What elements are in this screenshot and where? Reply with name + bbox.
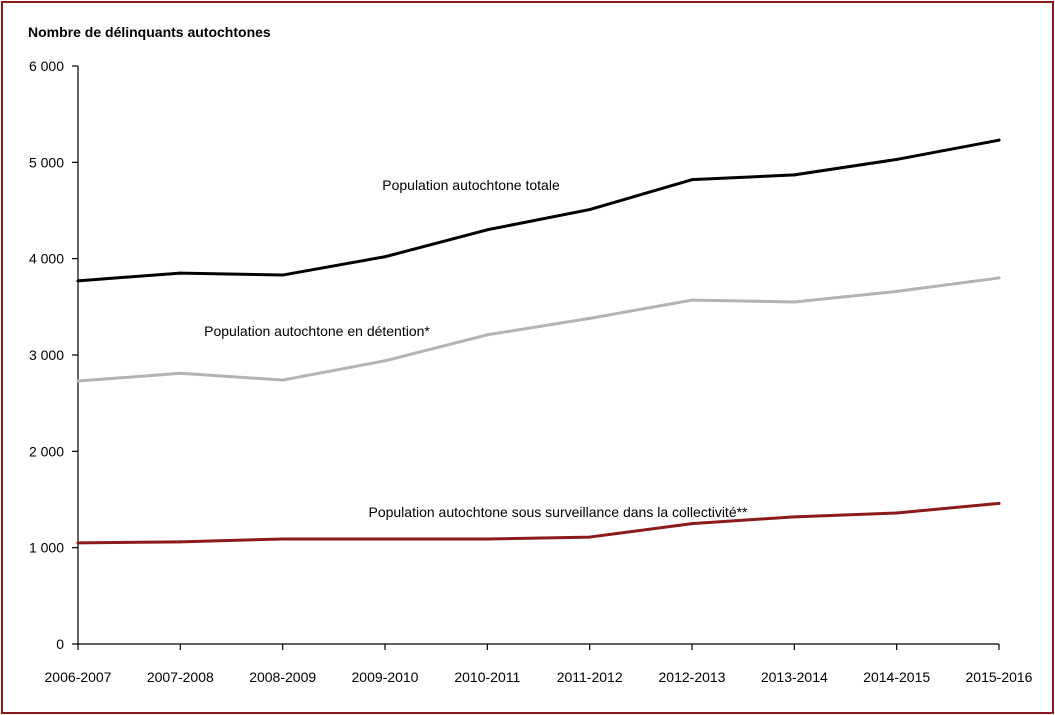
x-tick-label: 2009-2010 — [352, 669, 419, 685]
x-tick-label: 2008-2009 — [249, 669, 316, 685]
series-line-1 — [76, 276, 1001, 383]
data-point — [588, 316, 592, 320]
y-tick-label: 5 000 — [29, 154, 64, 170]
x-tick-label: 2015-2016 — [966, 669, 1033, 685]
series-label: Population autochtone en détention* — [204, 323, 430, 339]
x-tick-label: 2012-2013 — [659, 669, 726, 685]
y-tick-label: 4 000 — [29, 251, 64, 267]
data-point — [690, 522, 694, 526]
data-point — [485, 228, 489, 232]
data-point — [588, 535, 592, 539]
data-point — [383, 359, 387, 363]
x-tick-label: 2011-2012 — [557, 669, 623, 685]
x-tick-label: 2013-2014 — [761, 669, 828, 685]
y-axis-title: Nombre de délinquants autochtones — [28, 24, 271, 40]
data-point — [281, 537, 285, 541]
y-tick-label: 2 000 — [29, 443, 64, 459]
data-point — [485, 537, 489, 541]
data-point — [588, 208, 592, 212]
data-point — [792, 173, 796, 177]
data-point — [178, 271, 182, 275]
data-point — [76, 541, 80, 545]
x-tick-label: 2014-2015 — [863, 669, 930, 685]
data-point — [895, 289, 899, 293]
series-line-2 — [76, 501, 1001, 545]
data-point — [895, 157, 899, 161]
y-tick-label: 0 — [56, 636, 64, 652]
data-point — [383, 537, 387, 541]
data-point — [792, 300, 796, 304]
data-point — [997, 501, 1001, 505]
y-tick-label: 1 000 — [29, 540, 64, 556]
series-line-0 — [76, 138, 1001, 283]
data-point — [281, 378, 285, 382]
data-point — [76, 279, 80, 283]
data-point — [281, 273, 285, 277]
y-tick-label: 3 000 — [29, 347, 64, 363]
data-point — [997, 276, 1001, 280]
data-point — [690, 298, 694, 302]
data-point — [178, 540, 182, 544]
series-label: Population autochtone sous surveillance … — [368, 504, 748, 520]
data-point — [178, 371, 182, 375]
data-point — [690, 178, 694, 182]
data-point — [997, 138, 1001, 142]
x-tick-label: 2007-2008 — [147, 669, 214, 685]
x-tick-label: 2010-2011 — [454, 669, 520, 685]
data-point — [792, 515, 796, 519]
data-point — [485, 333, 489, 337]
data-point — [895, 511, 899, 515]
data-point — [383, 255, 387, 259]
y-tick-label: 6 000 — [29, 58, 64, 74]
data-point — [76, 379, 80, 383]
x-tick-label: 2006-2007 — [45, 669, 112, 685]
series-label: Population autochtone totale — [382, 177, 560, 193]
